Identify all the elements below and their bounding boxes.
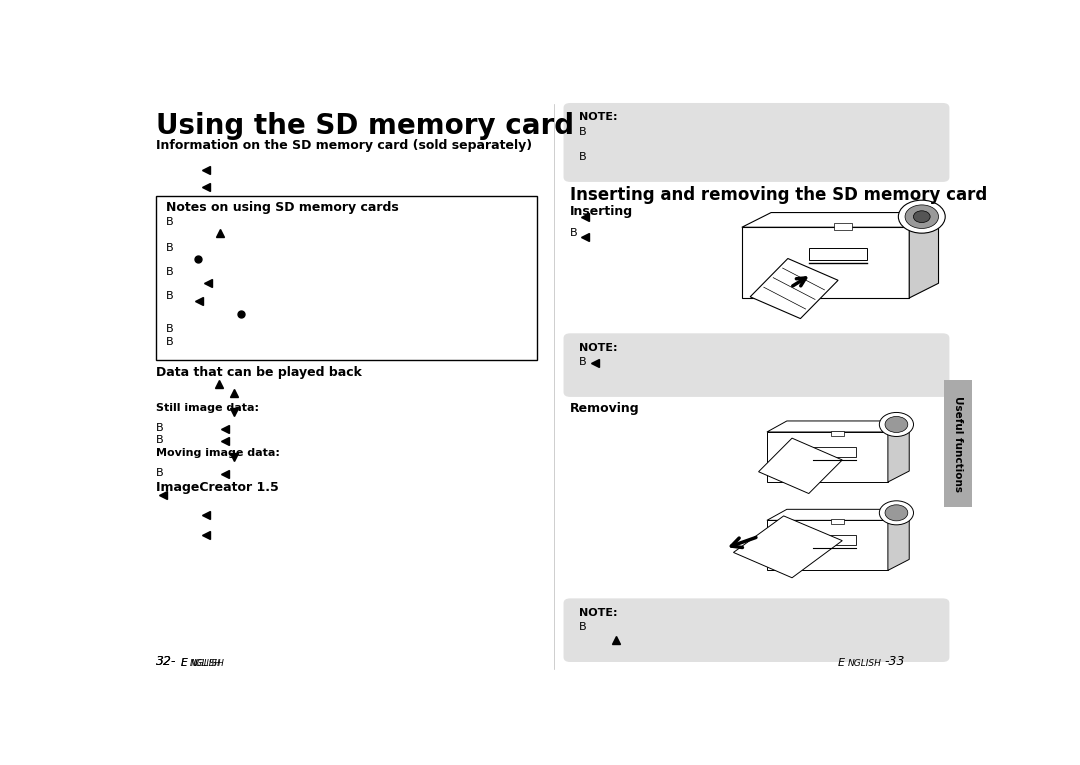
Polygon shape [742, 213, 939, 227]
Polygon shape [767, 520, 888, 571]
Text: B: B [156, 435, 163, 444]
Polygon shape [909, 213, 939, 298]
Text: B: B [166, 337, 174, 347]
Polygon shape [758, 438, 842, 493]
Circle shape [899, 200, 945, 233]
FancyBboxPatch shape [564, 598, 949, 662]
Text: Information on the SD memory card (sold separately): Information on the SD memory card (sold … [156, 139, 532, 152]
Text: B: B [579, 622, 586, 632]
Text: Notes on using SD memory cards: Notes on using SD memory cards [166, 200, 399, 213]
Circle shape [885, 505, 908, 521]
Circle shape [879, 412, 914, 437]
Text: B: B [579, 152, 586, 162]
FancyBboxPatch shape [564, 103, 949, 182]
Text: Still image data:: Still image data: [156, 403, 259, 413]
FancyBboxPatch shape [156, 196, 537, 360]
Text: B: B [166, 243, 174, 253]
Polygon shape [809, 248, 867, 259]
Text: Inserting and removing the SD memory card: Inserting and removing the SD memory car… [570, 186, 987, 204]
Text: -33: -33 [885, 655, 905, 668]
Text: Data that can be played back: Data that can be played back [156, 366, 362, 379]
Polygon shape [813, 447, 855, 457]
Text: 32-: 32- [156, 655, 176, 668]
Text: NGLISH: NGLISH [191, 659, 225, 668]
Polygon shape [888, 509, 909, 571]
Text: B: B [156, 423, 163, 433]
Polygon shape [888, 421, 909, 482]
Text: NGLISH: NGLISH [189, 659, 221, 668]
Polygon shape [751, 259, 838, 318]
Text: Removing: Removing [570, 402, 639, 415]
FancyBboxPatch shape [831, 431, 843, 436]
Text: NOTE:: NOTE: [579, 112, 617, 122]
Polygon shape [767, 432, 888, 482]
Circle shape [885, 416, 908, 432]
Text: 32-: 32- [156, 655, 176, 668]
Text: E: E [838, 658, 845, 668]
Polygon shape [742, 227, 909, 298]
Circle shape [905, 205, 939, 229]
Text: B: B [166, 267, 174, 277]
FancyBboxPatch shape [944, 380, 972, 507]
Text: Using the SD memory card: Using the SD memory card [156, 112, 575, 141]
Circle shape [879, 501, 914, 525]
Polygon shape [733, 516, 842, 578]
Text: E: E [181, 658, 188, 668]
Text: B: B [579, 126, 586, 137]
Text: ImageCreator 1.5: ImageCreator 1.5 [156, 480, 279, 493]
Polygon shape [813, 536, 855, 545]
Text: B: B [156, 467, 163, 477]
Text: NGLISH: NGLISH [848, 659, 882, 668]
FancyBboxPatch shape [564, 334, 949, 397]
Text: B: B [166, 291, 174, 301]
Polygon shape [767, 421, 909, 432]
Text: B: B [166, 324, 174, 334]
Polygon shape [767, 509, 909, 520]
Text: NOTE:: NOTE: [579, 608, 617, 618]
Text: Inserting: Inserting [570, 205, 633, 218]
Text: Useful functions: Useful functions [953, 396, 962, 492]
Text: B: B [166, 216, 174, 226]
Text: NOTE:: NOTE: [579, 343, 617, 353]
FancyBboxPatch shape [834, 223, 852, 230]
Text: Moving image data:: Moving image data: [156, 448, 280, 457]
Text: B: B [579, 356, 586, 367]
FancyBboxPatch shape [831, 519, 843, 524]
Text: E: E [181, 658, 187, 668]
Circle shape [914, 211, 930, 223]
Text: B: B [570, 229, 578, 239]
